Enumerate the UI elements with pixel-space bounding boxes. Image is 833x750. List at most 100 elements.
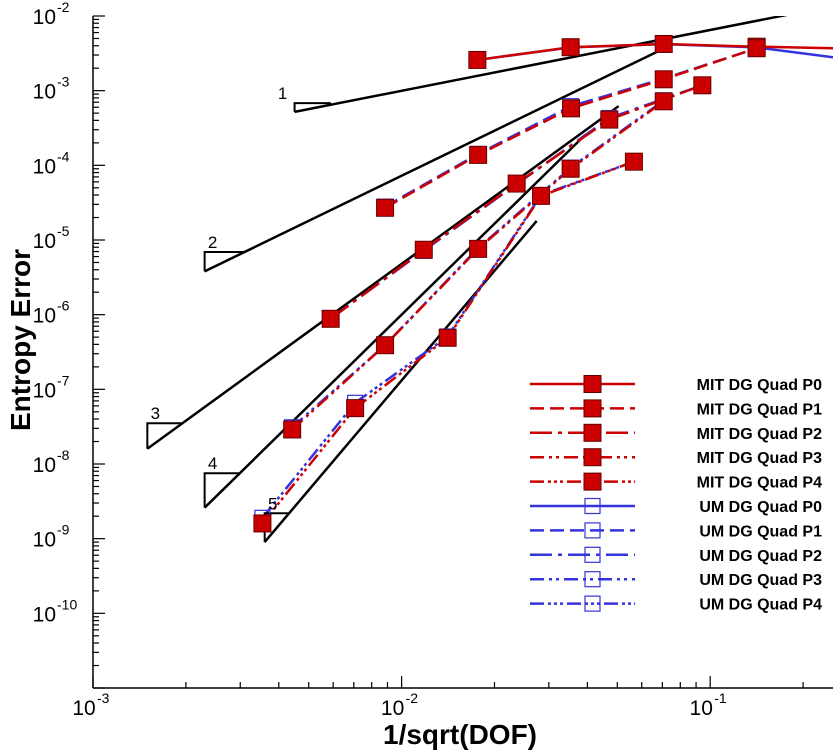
- legend-label: UM DG Quad P0: [699, 499, 822, 516]
- data-point-marker: [561, 159, 580, 178]
- slope-triangle: [146, 422, 183, 449]
- y-tick-label: 10 -7: [33, 372, 70, 402]
- data-point-marker: [584, 522, 601, 539]
- x-tick-exponent: -1: [714, 690, 727, 706]
- slope-reference-lines: [146, 16, 788, 543]
- data-point-marker: [414, 240, 433, 259]
- legend-entry: UM DG Quad P3: [530, 571, 822, 589]
- y-tick-base: 10: [33, 603, 56, 626]
- data-point-marker: [376, 198, 395, 217]
- y-tick-label: 10 -5: [33, 223, 70, 253]
- data-point-marker: [321, 309, 340, 328]
- data-point-marker: [600, 110, 619, 129]
- data-point-marker: [283, 420, 302, 439]
- data-point-marker: [583, 448, 602, 467]
- data-point-marker: [469, 239, 488, 258]
- legend-entry: MIT DG Quad P1: [530, 399, 822, 418]
- data-point-marker: [468, 50, 487, 69]
- legend-label: MIT DG Quad P1: [697, 401, 822, 418]
- y-tick-base: 10: [33, 155, 56, 178]
- data-point-marker: [584, 497, 601, 515]
- slope-reference-line: [146, 105, 620, 450]
- data-point-marker: [583, 472, 602, 491]
- data-point-marker: [346, 399, 365, 418]
- y-tick-exponent: -8: [57, 447, 70, 463]
- y-tick-base: 10: [33, 454, 56, 477]
- legend-entry: MIT DG Quad P0: [530, 375, 822, 394]
- x-tick-label: 10 -1: [690, 690, 727, 720]
- x-tick-base: 10: [690, 697, 713, 720]
- slope-triangle: [203, 472, 241, 508]
- data-point-marker: [253, 514, 272, 533]
- y-tick-base: 10: [33, 6, 56, 29]
- y-tick-exponent: -6: [57, 298, 70, 314]
- slope-label: 2: [208, 233, 217, 252]
- y-tick-exponent: -5: [57, 223, 70, 239]
- legend-label: UM DG Quad P3: [699, 572, 822, 589]
- data-point-marker: [376, 336, 395, 355]
- x-tick-exponent: -3: [97, 690, 110, 706]
- slope-triangle: [263, 512, 289, 543]
- axes: 10 -3 10 -2 10-110-210-310-410-510-610-710-8…: [5, 0, 833, 750]
- y-tick-exponent: -9: [57, 522, 70, 538]
- y-tick-exponent: -10: [57, 596, 77, 612]
- x-tick-label: 10 -3: [72, 690, 109, 720]
- y-tick-base: 10: [33, 305, 56, 328]
- y-axis-title: Entropy Error: [5, 249, 36, 431]
- series-line: [384, 47, 758, 208]
- legend-label: MIT DG Quad P4: [697, 475, 822, 492]
- legend-entry: MIT DG Quad P4: [530, 472, 822, 492]
- legend-label: UM DG Quad P4: [699, 597, 822, 614]
- y-tick-label: 10 -2: [33, 0, 70, 29]
- x-tick-base: 10: [381, 697, 404, 720]
- y-tick-base: 10: [33, 81, 56, 104]
- x-tick-label: 10 -2: [381, 690, 418, 720]
- y-tick-exponent: -2: [57, 0, 70, 15]
- x-tick-exponent: -2: [406, 690, 419, 706]
- legend-label: UM DG Quad P1: [699, 523, 822, 540]
- data-point-marker: [532, 186, 551, 205]
- y-tick-base: 10: [33, 529, 56, 552]
- y-tick-exponent: -7: [57, 372, 70, 388]
- legend-label: MIT DG Quad P2: [697, 426, 822, 443]
- data-point-marker: [561, 38, 580, 57]
- legend-label: UM DG Quad P2: [699, 548, 822, 565]
- data-point-marker: [562, 99, 581, 118]
- slope-reference-line: [204, 46, 667, 273]
- data-point-marker: [583, 399, 602, 418]
- legend-entry: UM DG Quad P1: [530, 522, 822, 540]
- slope-triangle: [203, 251, 245, 272]
- y-tick-label: 10 -4: [33, 148, 70, 178]
- y-tick-label: 10 -3: [33, 74, 70, 104]
- y-tick-base: 10: [33, 230, 56, 253]
- slope-label: 3: [151, 404, 160, 423]
- slope-reference-line: [203, 134, 586, 509]
- y-tick-label: 10 -8: [33, 447, 70, 477]
- y-tick-exponent: -3: [57, 74, 70, 90]
- data-point-marker: [584, 595, 601, 612]
- legend-entry: MIT DG Quad P3: [530, 448, 822, 467]
- slope-label: 4: [208, 454, 217, 473]
- slope-reference-line: [294, 16, 788, 114]
- data-point-marker: [747, 39, 766, 58]
- legend-entry: UM DG Quad P4: [530, 595, 822, 614]
- data-point-marker: [624, 152, 643, 171]
- legend-entry: UM DG Quad P0: [530, 497, 822, 516]
- data-point-marker: [469, 145, 488, 164]
- slope-triangle: [293, 102, 331, 112]
- y-tick-label: 10 -9: [33, 522, 70, 552]
- legend: MIT DG Quad P0 MIT DG Quad P1 MIT DG Quad …: [530, 375, 822, 614]
- data-point-marker: [654, 70, 673, 89]
- slope-label: 5: [268, 494, 277, 513]
- data-point-marker: [583, 375, 602, 393]
- data-point-marker: [583, 423, 602, 442]
- data-point-marker: [693, 76, 712, 95]
- x-tick-base: 10: [72, 697, 95, 720]
- y-tick-label: 10 -10: [33, 596, 78, 626]
- data-point-marker: [507, 174, 526, 193]
- data-point-marker: [438, 328, 457, 347]
- slope-label: 1: [278, 84, 287, 103]
- y-tick-base: 10: [33, 379, 56, 402]
- data-point-marker: [654, 92, 673, 111]
- legend-label: MIT DG Quad P0: [697, 377, 822, 394]
